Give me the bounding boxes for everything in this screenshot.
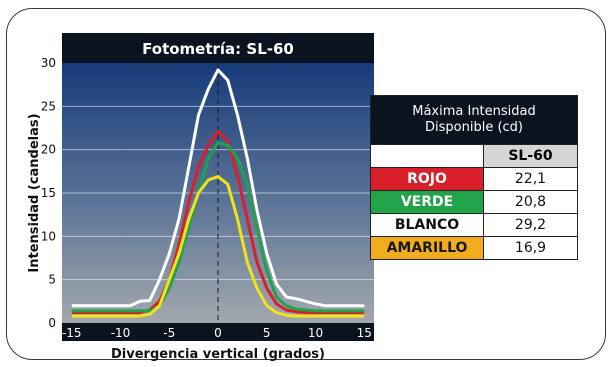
x-tick-label: -5 (163, 326, 175, 340)
table-row: ROJO 22,1 (370, 167, 578, 191)
row-value-blanco: 29,2 (483, 213, 578, 237)
y-tick-label: 0 (48, 316, 56, 330)
grid-lines (62, 105, 374, 281)
y-axis-label: Intensidad (candelas) (27, 113, 42, 272)
series-group (71, 68, 365, 318)
row-label-blanco: BLANCO (370, 213, 484, 237)
table-header-line2: Disponible (cd) (425, 120, 523, 135)
y-tick-label: 10 (41, 229, 56, 243)
y-tick-labels: 0 5 10 15 20 25 30 (41, 56, 56, 330)
table-row: VERDE 20,8 (370, 190, 578, 214)
max-intensity-table: Máxima Intensidad Disponible (cd) SL-60 … (370, 95, 578, 260)
x-axis-label: Divergencia vertical (grados) (111, 347, 325, 362)
table-column-label: SL-60 (483, 144, 578, 168)
series-line-amarillo (71, 175, 365, 318)
row-label-rojo: ROJO (370, 167, 484, 191)
table-header: Máxima Intensidad Disponible (cd) (370, 95, 578, 145)
table-corner-cell (370, 144, 484, 168)
table-row: AMARILLO 16,9 (370, 236, 578, 260)
series-line-verde (71, 141, 365, 313)
row-value-rojo: 22,1 (483, 167, 578, 191)
rounded-frame (6, 8, 606, 360)
x-tick-label: 15 (357, 326, 372, 340)
y-tick-label: 25 (41, 99, 56, 113)
x-tick-label: 0 (214, 326, 222, 340)
row-value-verde: 20,8 (483, 190, 578, 214)
row-value-amarillo: 16,9 (483, 236, 578, 260)
table-row: BLANCO 29,2 (370, 213, 578, 237)
chart-title-bar (62, 33, 374, 63)
x-tick-label: 5 (263, 326, 271, 340)
x-tick-label: -15 (62, 326, 82, 340)
row-label-amarillo: AMARILLO (370, 236, 484, 260)
x-axis-bar (62, 323, 374, 341)
x-tick-label: -10 (111, 326, 131, 340)
chart-title: Fotometría: SL-60 (142, 40, 294, 58)
x-tick-label: 10 (308, 326, 323, 340)
y-tick-label: 15 (41, 186, 56, 200)
y-tick-label: 20 (41, 143, 56, 157)
y-tick-label: 5 (48, 273, 56, 287)
x-tick-labels: -15 -10 -5 0 5 10 15 (62, 326, 372, 340)
row-label-verde: VERDE (370, 190, 484, 214)
y-tick-label: 30 (41, 56, 56, 70)
series-line-blanco (71, 68, 365, 308)
table-header-line1: Máxima Intensidad (412, 104, 536, 119)
